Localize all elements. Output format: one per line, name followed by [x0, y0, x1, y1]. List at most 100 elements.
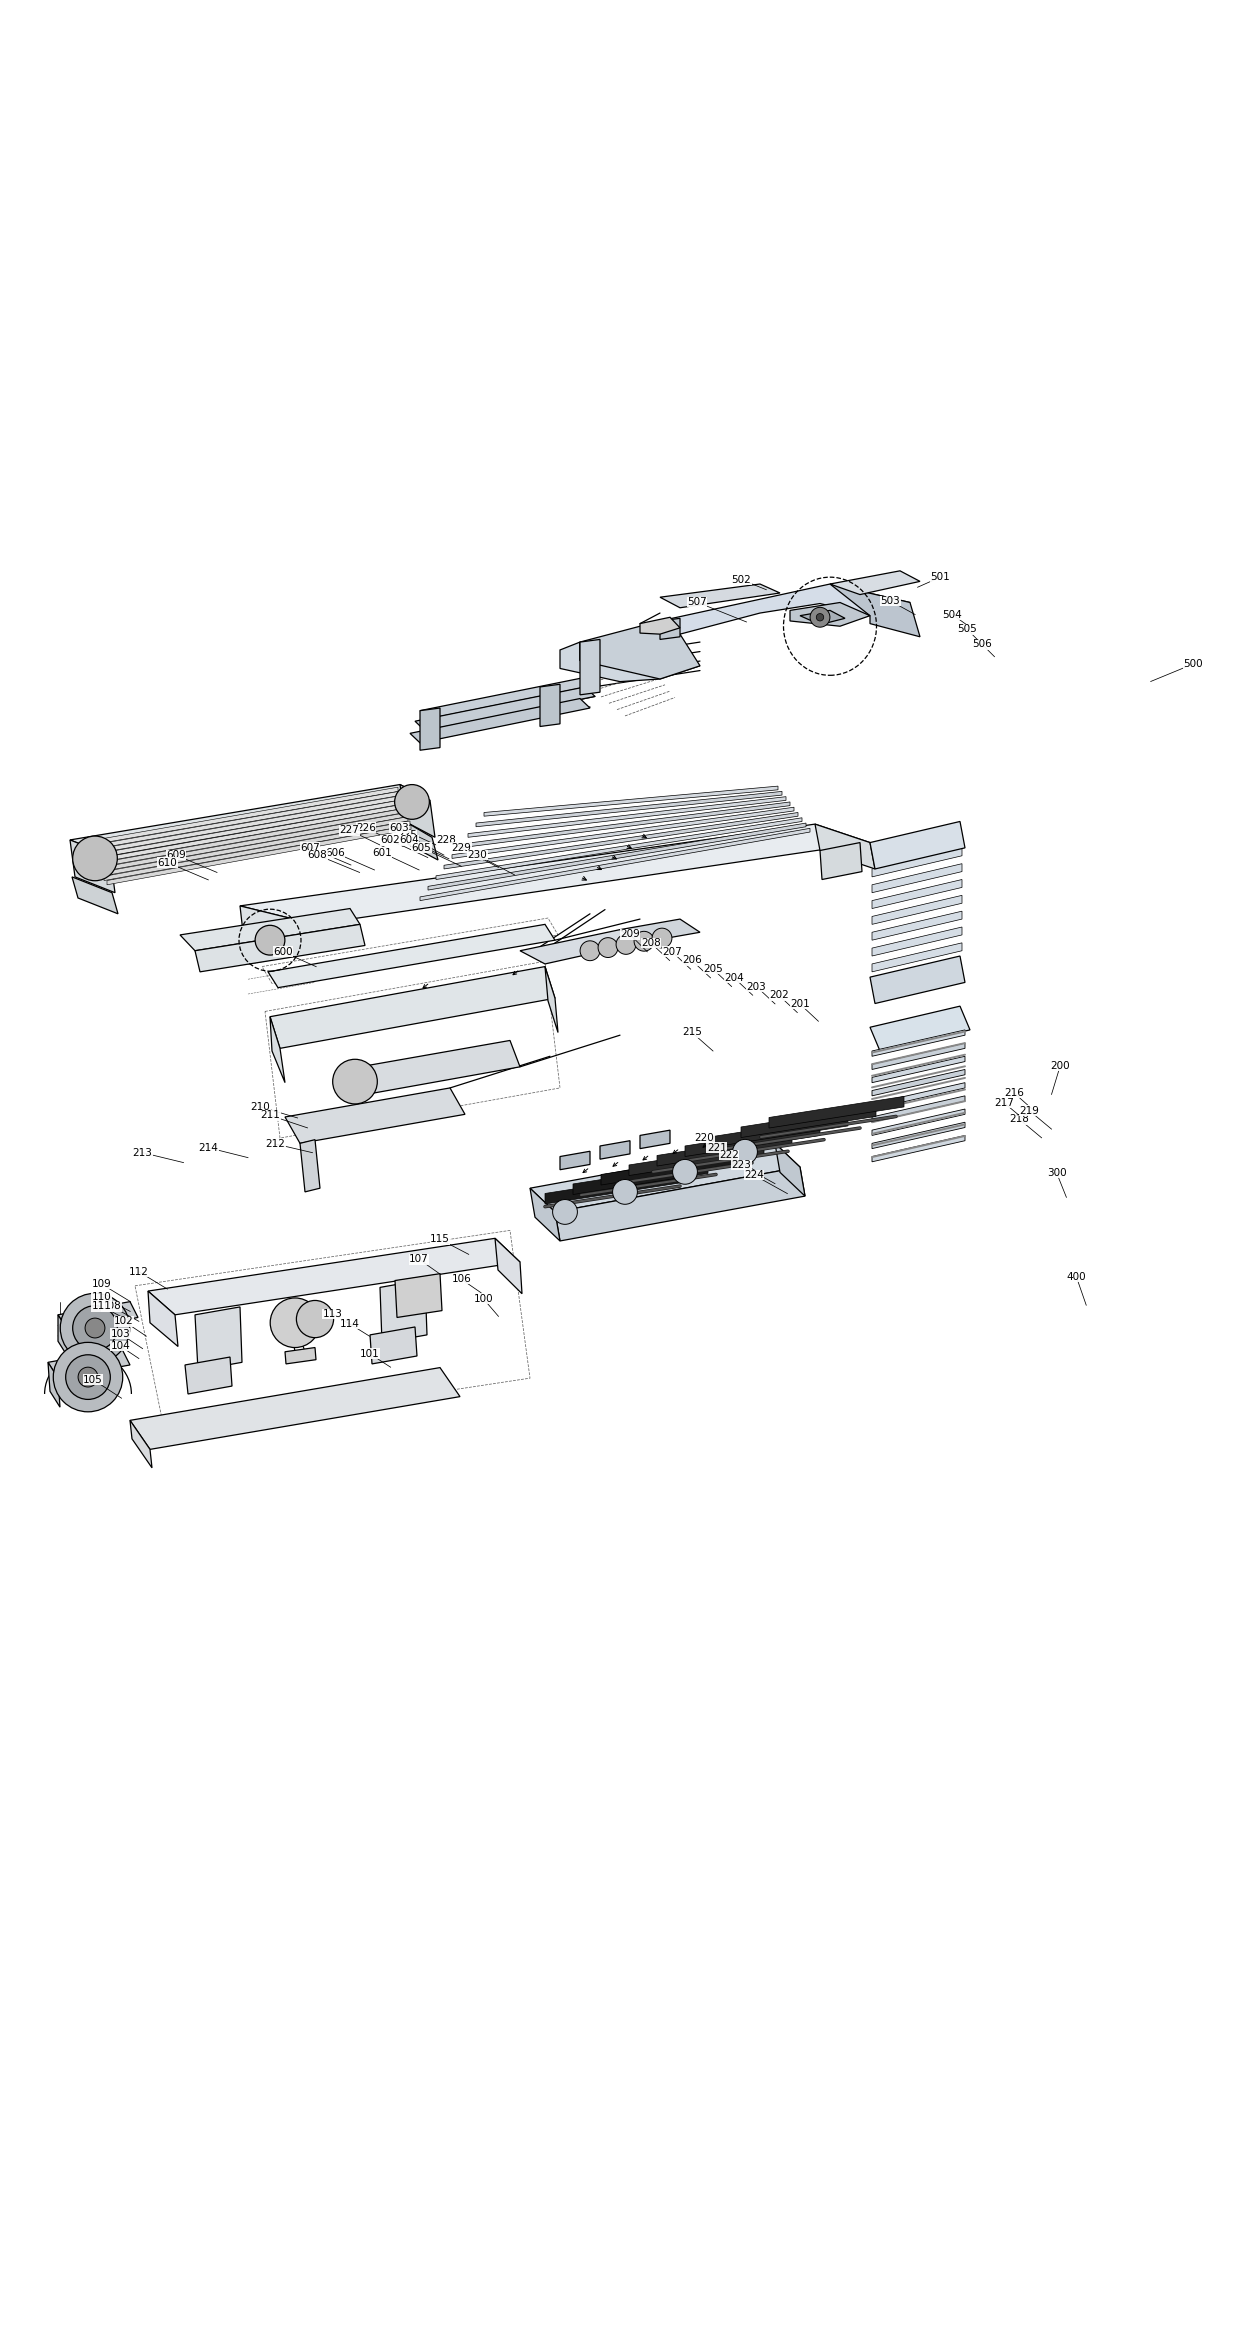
Circle shape — [598, 938, 618, 956]
Polygon shape — [460, 801, 790, 848]
Polygon shape — [48, 1349, 130, 1377]
Polygon shape — [415, 686, 595, 731]
Polygon shape — [436, 818, 802, 879]
Polygon shape — [640, 618, 680, 635]
Polygon shape — [520, 931, 640, 963]
Polygon shape — [580, 620, 701, 679]
Text: 600: 600 — [273, 947, 293, 956]
Circle shape — [810, 606, 830, 627]
Text: 213: 213 — [133, 1147, 153, 1159]
Text: 214: 214 — [198, 1142, 218, 1154]
Polygon shape — [660, 585, 910, 634]
Text: 211: 211 — [260, 1112, 280, 1121]
Polygon shape — [830, 585, 920, 637]
Circle shape — [634, 931, 653, 952]
Text: 229: 229 — [451, 844, 471, 853]
Text: 604: 604 — [399, 834, 419, 846]
Polygon shape — [870, 822, 965, 870]
Polygon shape — [660, 585, 780, 609]
Text: 103: 103 — [110, 1328, 130, 1339]
Text: 200: 200 — [1050, 1060, 1070, 1072]
Polygon shape — [270, 1018, 285, 1083]
Polygon shape — [769, 1097, 904, 1128]
Polygon shape — [420, 827, 810, 900]
Circle shape — [613, 1180, 637, 1203]
Circle shape — [816, 613, 823, 620]
Polygon shape — [742, 1107, 875, 1137]
Polygon shape — [370, 1328, 417, 1363]
Polygon shape — [130, 1368, 460, 1450]
Polygon shape — [195, 1307, 242, 1370]
Polygon shape — [573, 1163, 708, 1194]
Polygon shape — [420, 677, 600, 719]
Text: 111: 111 — [92, 1302, 112, 1311]
Polygon shape — [95, 808, 405, 867]
Polygon shape — [401, 785, 435, 837]
Polygon shape — [104, 820, 410, 881]
Text: 501: 501 — [930, 573, 950, 583]
Polygon shape — [86, 797, 401, 855]
Polygon shape — [620, 919, 701, 942]
Polygon shape — [268, 924, 556, 987]
Circle shape — [672, 1159, 697, 1184]
Polygon shape — [539, 684, 560, 726]
Polygon shape — [476, 792, 782, 827]
Polygon shape — [396, 1274, 441, 1318]
Polygon shape — [872, 926, 962, 956]
Text: 400: 400 — [1066, 1271, 1086, 1281]
Polygon shape — [657, 1135, 792, 1166]
Polygon shape — [870, 1006, 970, 1050]
Polygon shape — [872, 1083, 965, 1109]
Polygon shape — [285, 1347, 316, 1363]
Polygon shape — [560, 642, 701, 682]
Text: 503: 503 — [880, 597, 900, 606]
Text: 112: 112 — [129, 1267, 149, 1276]
Polygon shape — [601, 1154, 737, 1184]
Polygon shape — [546, 966, 558, 1032]
Circle shape — [61, 1292, 130, 1363]
Circle shape — [296, 1300, 334, 1337]
Text: 212: 212 — [265, 1140, 285, 1149]
Text: 227: 227 — [340, 825, 360, 834]
Text: 115: 115 — [430, 1234, 450, 1246]
Polygon shape — [107, 825, 410, 886]
Text: 106: 106 — [451, 1274, 471, 1283]
Polygon shape — [872, 1055, 965, 1083]
Polygon shape — [560, 1152, 590, 1170]
Text: 107: 107 — [409, 1255, 429, 1264]
Polygon shape — [89, 799, 402, 860]
Polygon shape — [180, 909, 360, 952]
Text: 507: 507 — [687, 597, 707, 606]
Polygon shape — [872, 942, 962, 973]
Circle shape — [86, 1318, 105, 1337]
Text: 505: 505 — [957, 625, 977, 634]
Polygon shape — [453, 806, 794, 858]
Text: 114: 114 — [340, 1318, 360, 1328]
Polygon shape — [410, 698, 590, 743]
Text: 607: 607 — [300, 844, 320, 853]
Polygon shape — [195, 924, 365, 973]
Text: 100: 100 — [474, 1295, 494, 1304]
Text: 610: 610 — [157, 858, 177, 867]
Text: 603: 603 — [389, 822, 409, 832]
Polygon shape — [444, 813, 799, 870]
Polygon shape — [529, 1144, 800, 1213]
Text: 609: 609 — [166, 851, 186, 860]
Polygon shape — [69, 785, 430, 855]
Polygon shape — [300, 1140, 320, 1191]
Text: 210: 210 — [250, 1102, 270, 1112]
Polygon shape — [775, 1144, 805, 1196]
Polygon shape — [285, 1088, 465, 1144]
Polygon shape — [640, 1130, 670, 1149]
Polygon shape — [872, 1109, 965, 1135]
Text: 207: 207 — [662, 947, 682, 956]
Polygon shape — [872, 1069, 965, 1095]
Polygon shape — [185, 1356, 232, 1394]
Text: 201: 201 — [790, 999, 810, 1008]
Polygon shape — [81, 787, 398, 846]
Text: 102: 102 — [114, 1316, 134, 1325]
Text: 502: 502 — [732, 576, 751, 585]
Circle shape — [270, 1297, 320, 1347]
Polygon shape — [872, 1123, 965, 1149]
Text: 221: 221 — [707, 1142, 727, 1154]
